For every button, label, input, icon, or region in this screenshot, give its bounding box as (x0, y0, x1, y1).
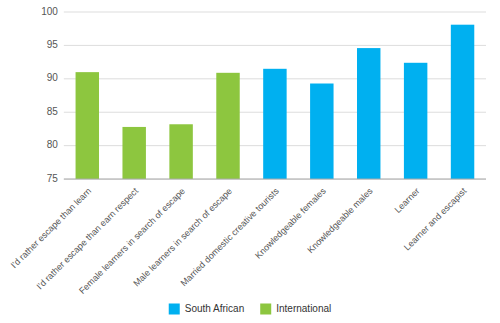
bar (404, 63, 427, 179)
x-tick-label: I'd rather escape than earn respect (35, 186, 141, 292)
x-tick-label: Married domestic creative tourists (179, 186, 282, 289)
x-axis-line (64, 179, 486, 180)
bar (76, 72, 99, 179)
chart: 75 80 85 90 95 100 I'd rather escape than lear… (0, 0, 500, 323)
legend-swatch (260, 304, 271, 315)
bar (357, 48, 380, 179)
bar (169, 124, 192, 179)
y-tick-label: 95 (47, 39, 59, 50)
legend-label: South African (185, 303, 244, 314)
x-tick-label: Learner and escapist (402, 186, 469, 253)
grid-line (64, 12, 486, 13)
grid-line (64, 179, 486, 180)
legend-label: International (276, 303, 331, 314)
bars (76, 25, 475, 179)
y-tick-label: 85 (47, 106, 59, 117)
y-tick-label: 100 (41, 6, 58, 17)
bar (451, 25, 474, 179)
bar (216, 73, 239, 179)
x-tick-label: Knowledgeable males (305, 186, 375, 256)
legend: South African International (169, 303, 332, 315)
bar (310, 84, 333, 180)
bar (122, 127, 145, 179)
bar (263, 69, 286, 179)
x-tick-label: Learner (393, 186, 422, 215)
y-tick-label: 90 (47, 72, 59, 83)
grid-line (64, 45, 486, 46)
legend-swatch (169, 304, 180, 315)
x-tick-label: I'd rather escape than learn (9, 186, 93, 270)
y-tick-label: 80 (47, 139, 59, 150)
y-tick-label: 75 (47, 173, 59, 184)
x-tick-label: Male learners in search of escape (131, 186, 234, 289)
